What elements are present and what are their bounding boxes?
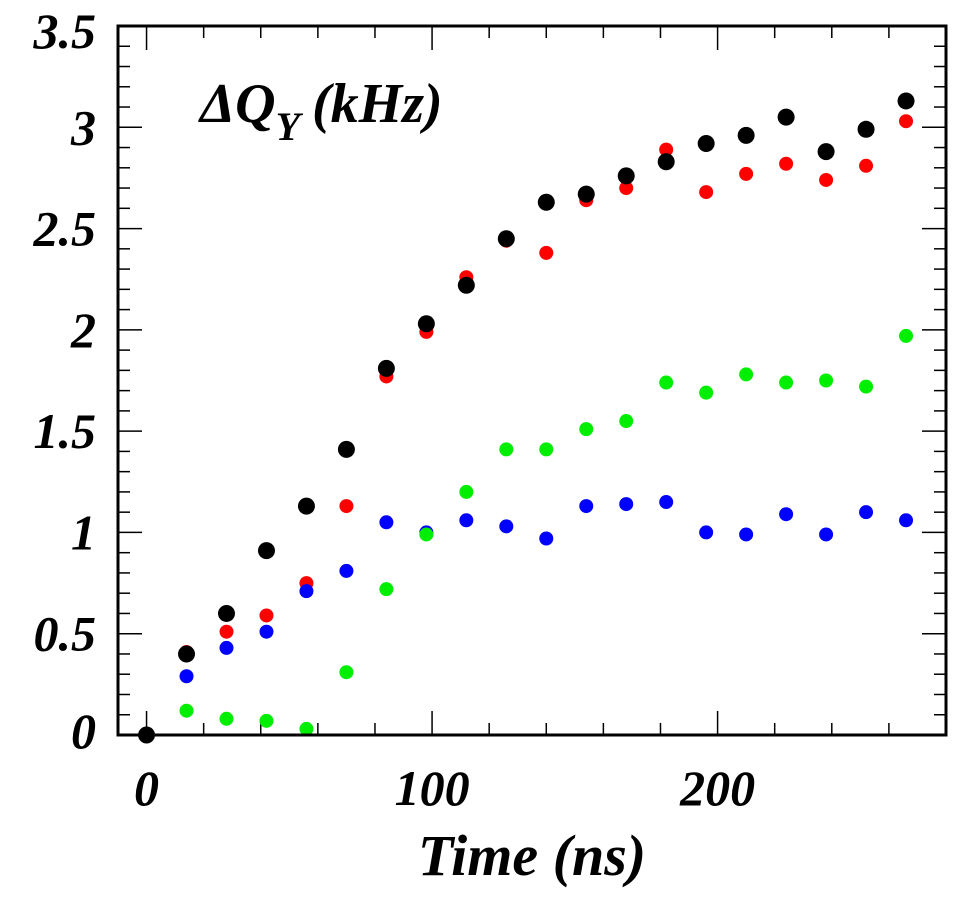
y-tick-label: 3.5: [33, 3, 97, 59]
data-point: [897, 92, 915, 110]
y-tick-label: 0.5: [34, 606, 97, 662]
data-point: [779, 507, 794, 522]
series-4: [138, 92, 915, 744]
data-point: [379, 582, 394, 597]
inner-title: ΔQY (kHz): [198, 73, 443, 149]
data-point: [859, 505, 874, 520]
data-points: [138, 92, 915, 744]
data-point: [899, 328, 914, 343]
data-point: [539, 442, 554, 457]
data-point: [817, 143, 835, 161]
data-point: [497, 230, 515, 248]
data-point: [459, 484, 474, 499]
data-point: [219, 711, 234, 726]
data-point: [779, 156, 794, 171]
data-point: [417, 315, 435, 333]
data-point: [377, 359, 395, 377]
data-point: [579, 499, 594, 514]
y-tick-label: 2: [70, 302, 96, 358]
data-point: [537, 193, 555, 211]
x-tick-label: 0: [134, 760, 159, 816]
data-point: [617, 167, 635, 185]
data-point: [739, 166, 754, 181]
data-point: [539, 245, 554, 260]
data-point: [859, 379, 874, 394]
data-point: [899, 114, 914, 129]
data-point: [259, 608, 274, 623]
data-point: [819, 172, 834, 187]
data-point: [179, 703, 194, 718]
data-point: [297, 497, 315, 515]
data-point: [339, 563, 354, 578]
data-point: [219, 640, 234, 655]
data-point: [219, 624, 234, 639]
data-point: [659, 375, 674, 390]
data-point: [499, 442, 514, 457]
data-point: [179, 669, 194, 684]
data-point: [777, 108, 795, 126]
data-point: [379, 515, 394, 530]
data-point: [339, 499, 354, 514]
data-point: [337, 440, 355, 458]
x-axis-title: Time (ns): [418, 823, 646, 888]
data-point: [739, 527, 754, 542]
x-tick-label: 200: [679, 760, 755, 816]
data-point: [257, 542, 275, 560]
data-point: [899, 513, 914, 528]
data-point: [819, 527, 834, 542]
data-point: [857, 120, 875, 138]
data-point: [699, 185, 714, 200]
data-point: [579, 422, 594, 437]
y-tick-label: 1: [71, 504, 96, 560]
data-point: [737, 126, 755, 144]
data-point: [339, 665, 354, 680]
data-point: [859, 158, 874, 173]
data-point: [619, 497, 634, 512]
data-point: [619, 181, 634, 196]
y-tick-label: 0: [71, 703, 96, 759]
data-point: [659, 142, 674, 157]
plot-frame: [116, 24, 948, 737]
data-point: [217, 604, 235, 622]
title-unit: (kHz): [312, 73, 443, 135]
data-point: [419, 527, 434, 542]
data-point: [619, 414, 634, 429]
data-point: [657, 153, 675, 171]
data-point: [178, 645, 196, 663]
tick-labels: 0 0.5 1 1.5 2 2.5 3 3.5 0 100 200: [33, 3, 756, 816]
data-point: [699, 385, 714, 400]
y-tick-label: 2.5: [33, 201, 97, 257]
title-subscript: Y: [276, 104, 304, 149]
y-tick-label: 1.5: [34, 403, 97, 459]
data-point: [699, 525, 714, 540]
data-point: [499, 519, 514, 534]
data-point: [697, 134, 715, 152]
data-point: [299, 584, 314, 599]
data-point: [779, 375, 794, 390]
data-point: [659, 495, 674, 510]
data-point: [299, 721, 314, 736]
data-point: [577, 185, 595, 203]
x-tick-label: 100: [395, 760, 470, 816]
title-symbol: Q: [235, 73, 275, 135]
data-point: [259, 713, 274, 728]
title-delta: Δ: [198, 73, 235, 135]
data-point: [457, 276, 475, 294]
y-tick-label: 3: [70, 99, 96, 155]
data-point: [539, 531, 554, 546]
data-point: [739, 367, 754, 382]
data-point: [459, 513, 474, 528]
series-2: [139, 495, 914, 742]
data-point: [259, 624, 274, 639]
data-point: [819, 373, 834, 388]
